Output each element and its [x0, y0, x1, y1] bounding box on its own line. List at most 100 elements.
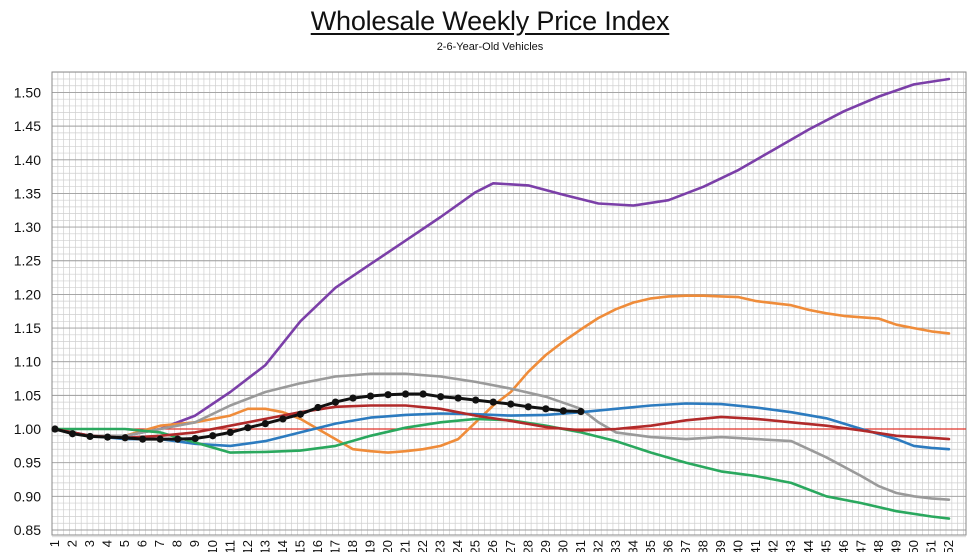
x-tick-label: 32 [590, 540, 605, 552]
x-tick-label: 3 [82, 540, 97, 547]
series-point [279, 415, 287, 423]
x-tick-label: 31 [573, 540, 588, 552]
x-tick-label: 35 [643, 540, 658, 552]
x-tick-label: 21 [398, 540, 413, 552]
x-tick-label: 17 [327, 540, 342, 552]
x-tick-label: 26 [485, 540, 500, 552]
series-point [68, 430, 77, 438]
x-tick-label: 15 [292, 540, 307, 552]
x-tick-label: 28 [520, 540, 535, 552]
series-group [51, 77, 951, 520]
y-axis-ticks: 0.85 0.90 0.95 1.00 1.05 1.10 1.15 1.20 1.25 1.30… [14, 84, 41, 538]
x-tick-label: 34 [625, 540, 640, 552]
series-point [156, 435, 164, 443]
x-tick-label: 48 [871, 540, 886, 552]
x-tick-label: 42 [766, 540, 781, 552]
x-tick-label: 13 [257, 540, 272, 552]
series-point [542, 405, 550, 413]
series-point [331, 398, 340, 406]
x-tick-label: 27 [503, 540, 518, 552]
x-tick-label: 41 [748, 540, 763, 552]
x-tick-label: 6 [135, 540, 150, 547]
y-tick-label: 1.50 [14, 84, 41, 100]
x-tick-label: 18 [345, 540, 360, 552]
y-tick-label: 1.40 [14, 152, 41, 168]
series-point [419, 390, 427, 398]
series-point [472, 396, 480, 404]
series-line-4 [53, 402, 951, 451]
series-point [384, 391, 392, 399]
y-tick-label: 1.00 [14, 421, 41, 437]
series-point [139, 435, 147, 443]
series-point [349, 394, 357, 402]
x-tick-label: 52 [941, 540, 956, 552]
y-tick-label: 1.15 [14, 320, 41, 336]
series-point [174, 435, 182, 443]
x-tick-label: 24 [450, 540, 465, 552]
series-point [314, 403, 322, 412]
x-tick-label: 4 [100, 540, 115, 547]
x-tick-label: 39 [713, 540, 728, 552]
y-tick-label: 1.25 [14, 253, 41, 269]
x-tick-label: 40 [731, 540, 746, 552]
x-tick-label: 46 [836, 540, 851, 552]
x-tick-label: 8 [170, 540, 185, 547]
series-point [191, 434, 199, 443]
plot-area [51, 71, 967, 536]
x-tick-label: 43 [783, 540, 798, 552]
series-point [489, 398, 497, 406]
series-point [244, 424, 252, 432]
series-point [507, 400, 515, 408]
series-point [437, 393, 445, 401]
series-point [226, 428, 234, 436]
plot-border [51, 71, 967, 536]
series-point [209, 432, 217, 440]
y-tick-label: 1.20 [14, 286, 41, 302]
x-tick-label: 38 [696, 540, 711, 552]
series-point [401, 390, 410, 398]
x-tick-label: 19 [363, 540, 378, 552]
x-tick-label: 2 [65, 540, 80, 547]
x-tick-label: 12 [240, 540, 255, 552]
y-tick-label: 1.05 [14, 387, 41, 403]
x-tick-label: 37 [678, 540, 693, 552]
x-tick-label: 49 [888, 540, 903, 552]
series-point [51, 425, 59, 433]
y-tick-label: 0.90 [14, 488, 41, 504]
series-line-2 [53, 294, 951, 454]
series-line-6 [53, 404, 951, 441]
series-point [577, 407, 585, 416]
y-tick-label: 1.10 [14, 354, 41, 370]
series-point [524, 403, 532, 411]
y-tick-label: 1.45 [14, 118, 41, 134]
series-point [296, 410, 305, 418]
x-tick-label: 36 [661, 540, 676, 552]
x-tick-label: 23 [433, 540, 448, 552]
x-tick-label: 14 [275, 540, 290, 552]
x-tick-label: 47 [853, 540, 868, 552]
series-point [86, 432, 94, 441]
x-tick-label: 33 [608, 540, 623, 552]
series-point [559, 407, 567, 415]
minor-gridlines [51, 71, 966, 538]
y-tick-label: 1.35 [14, 185, 41, 201]
x-axis-ticks: 1 2 3 4 5 6 7 8 9 10 11 12 13 14 15 16 17 18 19 20 21 22 23 24 2… [47, 540, 956, 552]
major-gridlines [52, 92, 966, 531]
series-point [366, 392, 375, 400]
x-tick-label: 11 [222, 540, 237, 552]
x-tick-label: 1 [47, 540, 62, 547]
chart-title: Wholesale Weekly Price Index [310, 6, 670, 36]
x-tick-label: 9 [187, 540, 202, 547]
x-tick-label: 5 [117, 540, 132, 547]
series-line-3 [53, 372, 951, 502]
x-tick-label: 22 [415, 540, 430, 552]
y-tick-label: 0.95 [14, 455, 41, 471]
y-tick-label: 1.30 [14, 219, 41, 235]
series-point [454, 394, 462, 402]
y-tick-label: 0.85 [14, 522, 41, 538]
series-point [103, 433, 112, 441]
series-line-1 [53, 77, 951, 438]
series-point [261, 420, 269, 428]
chart-subtitle: 2-6-Year-Old Vehicles [436, 41, 544, 53]
